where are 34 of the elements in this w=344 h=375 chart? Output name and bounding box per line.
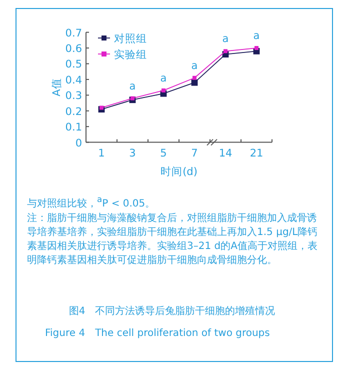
y-tick-label: 0.3	[65, 90, 82, 102]
annotation: a	[191, 60, 198, 72]
text: 图4 不同方法诱导后兔脂肪干细胞的增殖情况	[68, 305, 276, 319]
x-tick-label: 1	[98, 147, 105, 160]
x-tick-label: 14	[218, 147, 232, 160]
y-tick-label: 0.4	[65, 74, 82, 86]
x-axis-title: 时间(d)	[160, 165, 198, 178]
legend-label: 实验组	[114, 48, 147, 61]
point	[224, 49, 228, 54]
text: 与对照组比较，$^{a}$P < 0.05。	[27, 193, 156, 212]
y-tick-label: 0.7	[65, 27, 82, 40]
text: Figure 4 The cell proliferation of two groups	[45, 327, 271, 341]
y-tick-label: 0.5	[65, 58, 82, 71]
annotation: a	[129, 80, 136, 92]
legend-label: 对照组	[114, 32, 147, 45]
annotation: a	[160, 72, 167, 84]
x-tick-label: 21	[250, 147, 264, 160]
point	[162, 88, 166, 92]
x-tick-label: 7	[191, 147, 198, 160]
annotation: a	[253, 30, 260, 42]
point	[254, 46, 258, 50]
y-tick-label: 0.6	[65, 43, 82, 56]
x-tick-label: 3	[129, 147, 136, 160]
y-tick-label: 0.1	[65, 122, 82, 134]
x-tick-label: 5	[160, 147, 167, 160]
annotation: a	[222, 33, 229, 46]
text: 注：脂肪干细胞与海藻酸钠复合后，对照组脂肪干细胞加入成骨诱导培养基培养，实验组脂肪干细胞在此基础上再加入1.5 μg/L降钙素基因相关肽进行诱导培养。实验组3–21 d的A值高于对照组，表明降钙素基因相关肽可促进脂肪干细胞向成骨细胞分化。	[27, 212, 319, 268]
point	[192, 76, 196, 80]
point	[100, 106, 104, 110]
y-tick-label: 0.2	[65, 106, 82, 118]
y-tick-label: 0	[75, 137, 82, 150]
point	[130, 96, 134, 100]
y-axis-title: A值	[51, 78, 63, 96]
point	[191, 79, 198, 86]
